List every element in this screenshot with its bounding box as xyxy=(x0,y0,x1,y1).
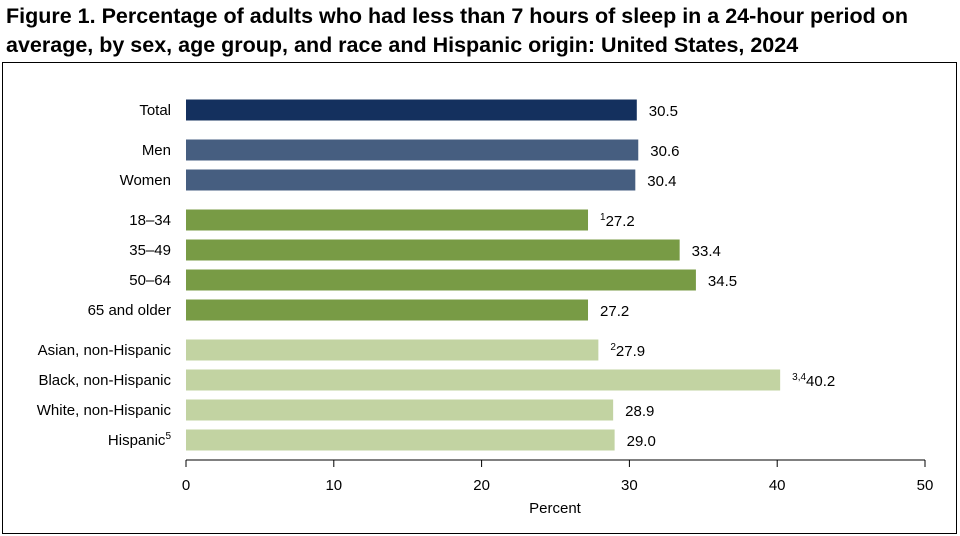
bar xyxy=(186,99,637,121)
x-axis-label: Percent xyxy=(529,500,582,517)
x-tick-label: 0 xyxy=(182,477,190,494)
data-label-value: 27.2 xyxy=(606,213,635,230)
bar xyxy=(186,339,599,361)
data-label: 30.4 xyxy=(647,173,676,190)
category-label: Men xyxy=(142,142,171,159)
category-label: Black, non-Hispanic xyxy=(38,372,171,389)
category-label: Hispanic5 xyxy=(108,431,172,449)
data-label-value: 40.2 xyxy=(806,373,835,390)
x-tick-label: 40 xyxy=(769,477,786,494)
data-label: 227.9 xyxy=(610,342,645,360)
data-label-footnote-sup: 1 xyxy=(600,212,606,223)
bar xyxy=(186,369,781,391)
bar xyxy=(186,139,639,161)
category-label: 35–49 xyxy=(129,242,171,259)
data-label-value: 30.6 xyxy=(650,143,679,160)
data-label: 127.2 xyxy=(600,212,635,230)
data-label-value: 28.9 xyxy=(625,403,654,420)
data-label-value: 27.2 xyxy=(600,303,629,320)
data-label-footnote-sup: 3,4 xyxy=(792,372,806,383)
x-axis: 0 10 20 30 40 50 xyxy=(182,459,934,494)
category-footnote-sup: 5 xyxy=(165,431,171,442)
data-label-value: 33.4 xyxy=(692,243,721,260)
data-label: 29.0 xyxy=(627,433,656,450)
data-label: 28.9 xyxy=(625,403,654,420)
x-tick-label: 10 xyxy=(325,477,342,494)
data-label-value: 34.5 xyxy=(708,273,737,290)
data-label: 30.6 xyxy=(650,143,679,160)
category-label: Total xyxy=(139,102,171,119)
category-label: 50–64 xyxy=(129,272,171,289)
data-label: 30.5 xyxy=(649,103,678,120)
bar xyxy=(186,299,589,321)
x-tick-label: 50 xyxy=(917,477,934,494)
bar xyxy=(186,239,680,261)
x-tick-label: 30 xyxy=(621,477,638,494)
category-label: Women xyxy=(120,172,171,189)
bar xyxy=(186,429,615,451)
chart-frame xyxy=(2,62,957,534)
data-label-value: 30.4 xyxy=(647,173,676,190)
data-label-footnote-sup: 2 xyxy=(610,342,616,353)
data-label: 27.2 xyxy=(600,303,629,320)
bar xyxy=(186,169,636,191)
data-label-value: 27.9 xyxy=(616,343,645,360)
category-label: Asian, non-Hispanic xyxy=(38,342,172,359)
bar xyxy=(186,399,614,421)
bar xyxy=(186,269,696,291)
category-label: White, non-Hispanic xyxy=(37,402,172,419)
bar xyxy=(186,209,589,231)
data-label-value: 30.5 xyxy=(649,103,678,120)
data-label: 34.5 xyxy=(708,273,737,290)
chart-title: Figure 1. Percentage of adults who had l… xyxy=(6,4,908,57)
data-label: 33.4 xyxy=(692,243,721,260)
x-tick-label: 20 xyxy=(473,477,490,494)
category-label: 18–34 xyxy=(129,212,171,229)
category-label: 65 and older xyxy=(88,302,171,319)
data-label-value: 29.0 xyxy=(627,433,656,450)
data-label: 3,440.2 xyxy=(792,372,835,390)
